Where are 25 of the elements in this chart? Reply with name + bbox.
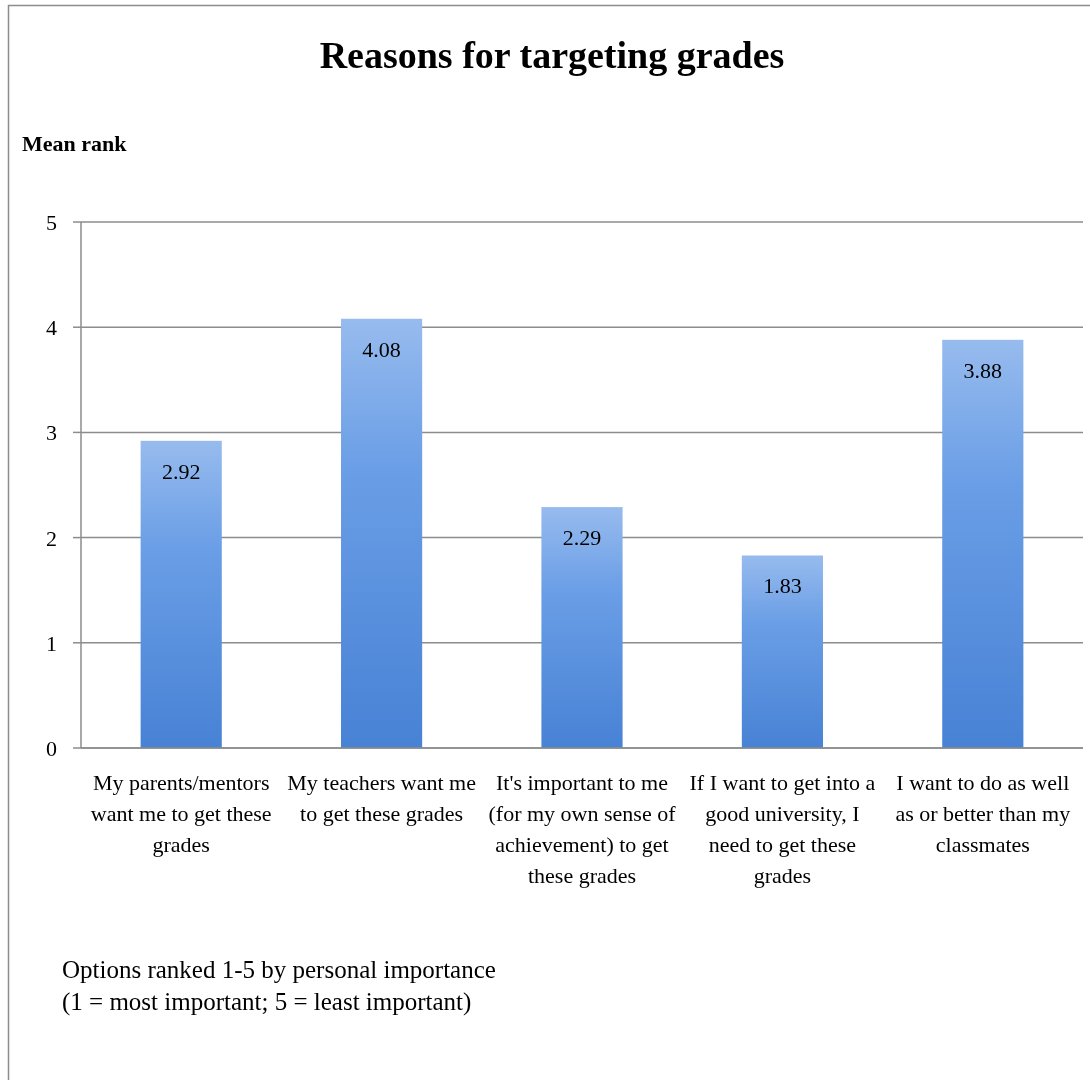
y-tick-label: 3: [46, 420, 57, 446]
x-tick-label: If I want to get into a good university, I need to get these grades: [689, 770, 876, 888]
x-tick-label: It's important to me (for my own sense of achievement) to get these grades: [488, 770, 677, 888]
bar: [942, 339, 1024, 748]
y-tick-label: 1: [46, 630, 57, 656]
data-label: 2.92: [161, 458, 201, 484]
bar: [140, 440, 222, 748]
chart-title: Reasons for targeting grades: [319, 34, 785, 76]
y-tick-label: 5: [46, 210, 57, 235]
bar: [741, 555, 823, 748]
y-tick-label: 0: [46, 736, 57, 761]
y-tick-label: 2: [46, 525, 57, 551]
x-tick-label: My teachers want me to get these grades: [287, 770, 476, 826]
text: (1 = most important; 5 = least important): [62, 988, 472, 1016]
data-label: 1.83: [763, 573, 802, 599]
bar: [341, 318, 423, 748]
data-label: 3.88: [963, 357, 1003, 383]
x-tick-label: I want to do as well as or better than my classmates: [895, 770, 1071, 857]
text: Options ranked 1-5 by personal importance: [62, 956, 496, 983]
y-tick-label: 4: [46, 315, 57, 341]
x-tick-label: My parents/mentors want me to get these grades: [90, 770, 272, 857]
data-label: 2.29: [562, 525, 602, 551]
y-axis-title: Mean rank: [22, 131, 128, 156]
data-label: 4.08: [362, 336, 401, 362]
bar: [541, 507, 623, 748]
